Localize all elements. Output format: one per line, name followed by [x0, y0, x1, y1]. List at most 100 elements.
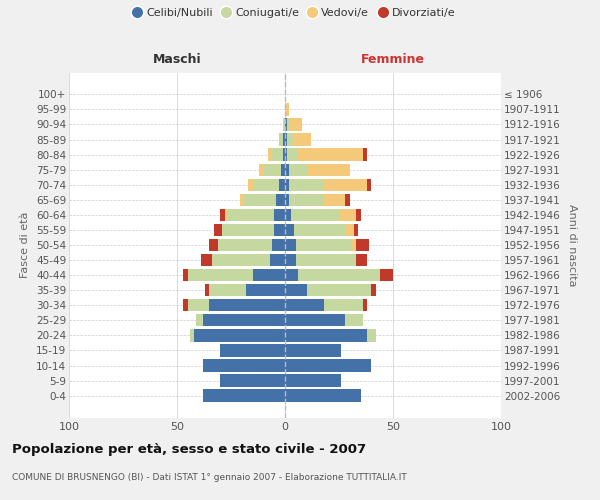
Bar — [285, 299, 324, 312]
Bar — [367, 178, 371, 191]
Bar — [285, 284, 307, 296]
Bar — [285, 194, 289, 206]
Bar — [224, 208, 227, 221]
Bar — [285, 134, 287, 145]
Bar — [293, 134, 311, 145]
Bar — [324, 194, 346, 206]
Bar — [346, 194, 350, 206]
Bar — [253, 269, 285, 281]
Bar — [203, 390, 285, 402]
Bar — [298, 269, 380, 281]
Bar — [274, 208, 285, 221]
Bar — [253, 178, 278, 191]
Text: Popolazione per età, sesso e stato civile - 2007: Popolazione per età, sesso e stato civil… — [12, 442, 366, 456]
Bar — [346, 314, 363, 326]
Bar — [363, 299, 367, 312]
Bar — [196, 314, 203, 326]
Bar — [220, 208, 224, 221]
Bar — [307, 164, 350, 176]
Bar — [324, 178, 367, 191]
Bar — [307, 284, 371, 296]
Bar — [281, 164, 285, 176]
Bar — [289, 164, 307, 176]
Bar — [283, 148, 285, 161]
Bar — [285, 269, 298, 281]
Bar — [209, 299, 285, 312]
Bar — [367, 329, 376, 342]
Bar — [214, 224, 223, 236]
Bar — [324, 299, 363, 312]
Bar — [203, 314, 285, 326]
Bar — [285, 148, 287, 161]
Bar — [289, 194, 324, 206]
Bar — [223, 224, 274, 236]
Bar — [201, 254, 212, 266]
Bar — [188, 269, 253, 281]
Bar — [285, 360, 371, 372]
Bar — [184, 269, 188, 281]
Text: COMUNE DI BRUSNENGO (BI) - Dati ISTAT 1° gennaio 2007 - Elaborazione TUTTITALIA.: COMUNE DI BRUSNENGO (BI) - Dati ISTAT 1°… — [12, 472, 407, 482]
Bar — [209, 284, 246, 296]
Bar — [272, 239, 285, 251]
Bar — [285, 314, 346, 326]
Bar — [205, 284, 209, 296]
Bar — [244, 194, 277, 206]
Bar — [380, 269, 393, 281]
Bar — [296, 254, 356, 266]
Bar — [354, 224, 358, 236]
Bar — [285, 344, 341, 356]
Bar — [285, 103, 289, 116]
Bar — [356, 239, 369, 251]
Bar — [285, 239, 296, 251]
Bar — [363, 148, 367, 161]
Bar — [248, 178, 253, 191]
Bar — [263, 164, 281, 176]
Bar — [239, 194, 244, 206]
Bar — [298, 148, 363, 161]
Legend: Celibi/Nubili, Coniugati/e, Vedovi/e, Divorziati/e: Celibi/Nubili, Coniugati/e, Vedovi/e, Di… — [128, 3, 460, 22]
Bar — [285, 208, 292, 221]
Bar — [292, 208, 339, 221]
Bar — [285, 164, 289, 176]
Bar — [287, 134, 293, 145]
Bar — [352, 239, 356, 251]
Bar — [188, 299, 209, 312]
Bar — [270, 254, 285, 266]
Bar — [274, 224, 285, 236]
Bar — [289, 118, 302, 130]
Bar — [283, 118, 285, 130]
Y-axis label: Fasce di età: Fasce di età — [20, 212, 31, 278]
Bar — [285, 254, 296, 266]
Bar — [194, 329, 285, 342]
Bar — [287, 118, 289, 130]
Y-axis label: Anni di nascita: Anni di nascita — [567, 204, 577, 286]
Bar — [227, 208, 274, 221]
Bar — [246, 284, 285, 296]
Bar — [283, 134, 285, 145]
Bar — [285, 329, 367, 342]
Bar — [285, 224, 293, 236]
Bar — [285, 178, 289, 191]
Bar — [212, 254, 270, 266]
Bar — [259, 164, 263, 176]
Bar — [218, 239, 272, 251]
Bar — [293, 224, 346, 236]
Text: Maschi: Maschi — [152, 52, 202, 66]
Text: Femmine: Femmine — [361, 52, 425, 66]
Bar — [346, 224, 354, 236]
Bar — [203, 360, 285, 372]
Bar — [285, 390, 361, 402]
Bar — [184, 299, 188, 312]
Bar — [278, 134, 283, 145]
Bar — [356, 208, 361, 221]
Bar — [220, 374, 285, 387]
Bar — [268, 148, 272, 161]
Bar — [371, 284, 376, 296]
Bar — [285, 118, 287, 130]
Bar — [339, 208, 356, 221]
Bar — [296, 239, 352, 251]
Bar — [277, 194, 285, 206]
Bar — [287, 148, 298, 161]
Bar — [220, 344, 285, 356]
Bar — [285, 374, 341, 387]
